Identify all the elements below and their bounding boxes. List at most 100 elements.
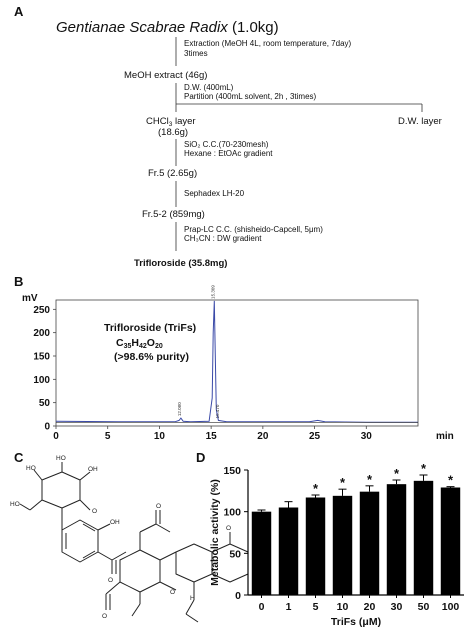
final-product: Trifloroside (35.8mg) bbox=[134, 258, 227, 269]
y-tick-label: 250 bbox=[33, 305, 50, 316]
bond bbox=[82, 523, 96, 532]
hplc-chromatogram: 0 50 100 150 200 250 0 5 10 15 20 25 30 mV min 12.080 15… bbox=[22, 285, 454, 442]
trifloroside-structure bbox=[19, 462, 249, 623]
bond bbox=[19, 503, 31, 511]
significance-star: * bbox=[340, 475, 346, 490]
atom-label: HO bbox=[26, 465, 36, 472]
atom-label: O bbox=[108, 577, 113, 584]
atom-label: HO bbox=[10, 501, 20, 508]
panel-b: B Trifloroside (TriFs) C35H42O20 (>98.6%… bbox=[14, 274, 454, 442]
bond bbox=[105, 581, 121, 595]
bar bbox=[359, 491, 380, 595]
y-tick-label: 150 bbox=[33, 352, 50, 363]
pyran-ring bbox=[175, 543, 213, 583]
peak-label: 15.470 bbox=[215, 404, 220, 418]
panel-d-label: D bbox=[196, 450, 205, 465]
y-tick-label: 200 bbox=[33, 328, 50, 339]
bond bbox=[79, 499, 91, 511]
x-axis-title: TriFs (μM) bbox=[331, 616, 381, 628]
fr5: Fr.5 (2.65g) bbox=[148, 168, 197, 179]
panel-b-label: B bbox=[14, 274, 23, 289]
chcl3-mass: (18.6g) bbox=[158, 127, 188, 138]
bar bbox=[413, 480, 434, 595]
metabolic-activity-chart: 0 50 100 150 0 1 * 5 * 10 * 20 * 30 * 50 * 100 TriFs (μM) M… bbox=[209, 461, 464, 628]
y-axis-label: mV bbox=[22, 293, 38, 304]
x-tick-label: 30 bbox=[391, 601, 403, 613]
extraction-repeat: 3times bbox=[184, 49, 208, 58]
dw-layer: D.W. layer bbox=[398, 116, 442, 127]
panel-c-label: C bbox=[14, 450, 24, 465]
atom-label: O bbox=[226, 525, 231, 532]
meoh-extract: MeOH extract (46g) bbox=[124, 70, 207, 81]
x-tick-label: 5 bbox=[105, 431, 111, 442]
partition-step: Partition (400mL solvent, 2h , 3times) bbox=[184, 92, 317, 101]
atom-labels: HO HO OH HO O OH O O O O O H bbox=[10, 455, 231, 620]
bond bbox=[33, 469, 43, 481]
significance-star: * bbox=[313, 481, 319, 496]
chcl3-layer: CHCl3 layer bbox=[146, 116, 196, 128]
x-tick-label: 20 bbox=[364, 601, 376, 613]
compound-name: Trifloroside (TriFs) bbox=[104, 322, 196, 334]
atom-label: O bbox=[92, 508, 97, 515]
panel-d: D 0 50 100 150 0 1 * 5 * 10 * 20 * 30 * 50 * 100 TriFs (μM… bbox=[196, 450, 464, 628]
bond bbox=[155, 523, 171, 533]
atom-label: O bbox=[102, 613, 107, 620]
plot-frame bbox=[55, 299, 419, 427]
bond bbox=[97, 523, 111, 531]
bar bbox=[440, 487, 461, 595]
atom-label: HO bbox=[56, 455, 66, 462]
gradient-step: CH₃CN : DW gradient bbox=[184, 234, 262, 243]
bar bbox=[332, 495, 353, 595]
peak-label: 15.309 bbox=[210, 285, 215, 299]
panel-a: A Gentianae Scabrae Radix (1.0kg) Extrac… bbox=[14, 4, 442, 269]
x-tick-label: 1 bbox=[286, 601, 292, 613]
atom-label: H bbox=[190, 595, 195, 602]
significance-star: * bbox=[448, 473, 454, 488]
bond bbox=[79, 471, 91, 481]
panel-a-label: A bbox=[14, 4, 24, 19]
x-tick-label: 0 bbox=[53, 431, 59, 442]
peak-label: 12.080 bbox=[177, 402, 182, 416]
sephadex-step: Sephadex LH-20 bbox=[184, 189, 245, 198]
bond bbox=[159, 581, 177, 591]
flow-title: Gentianae Scabrae Radix (1.0kg) bbox=[56, 19, 279, 36]
y-tick-label: 0 bbox=[235, 590, 241, 602]
atom-label: OH bbox=[110, 519, 120, 526]
compound-formula: C35H42O20 bbox=[116, 337, 163, 350]
y-axis-title: Metabolic activity (%) bbox=[209, 479, 221, 586]
significance-star: * bbox=[394, 466, 400, 481]
bond bbox=[159, 551, 177, 561]
bond bbox=[131, 603, 141, 617]
chromatogram-trace bbox=[55, 300, 418, 423]
x-tick-label: 5 bbox=[313, 601, 319, 613]
bar bbox=[386, 484, 407, 595]
glucose-ring-top bbox=[41, 471, 81, 509]
bond bbox=[97, 551, 113, 561]
x-tick-label: 15 bbox=[206, 431, 218, 442]
water-step: D.W. (400mL) bbox=[184, 83, 234, 92]
x-tick-label: 30 bbox=[361, 431, 373, 442]
fr5-2: Fr.5-2 (859mg) bbox=[142, 209, 205, 220]
glucose-ring-middle bbox=[119, 549, 161, 593]
extraction-step: Extraction (MeOH 4L, room temperature, 7… bbox=[184, 39, 352, 48]
y-tick-label: 0 bbox=[44, 422, 50, 433]
bar bbox=[251, 511, 272, 595]
x-tick-label: 10 bbox=[154, 431, 166, 442]
y-tick-label: 100 bbox=[223, 507, 241, 519]
atom-label: O bbox=[170, 589, 175, 596]
atom-label: O bbox=[156, 503, 161, 510]
x-tick-label: 10 bbox=[337, 601, 349, 613]
x-axis-label: min bbox=[436, 431, 454, 442]
bond bbox=[29, 499, 43, 511]
y-tick-label: 150 bbox=[223, 465, 241, 477]
x-tick-label: 25 bbox=[309, 431, 321, 442]
bond bbox=[185, 613, 199, 623]
atom-label: OH bbox=[88, 466, 98, 473]
silica-step: SiO₂ C.C.(70-230mesh) bbox=[184, 140, 269, 149]
y-tick-label: 50 bbox=[229, 548, 241, 560]
significance-star: * bbox=[367, 472, 373, 487]
bar bbox=[278, 507, 299, 595]
bond bbox=[111, 551, 127, 561]
significance-star: * bbox=[421, 461, 427, 476]
